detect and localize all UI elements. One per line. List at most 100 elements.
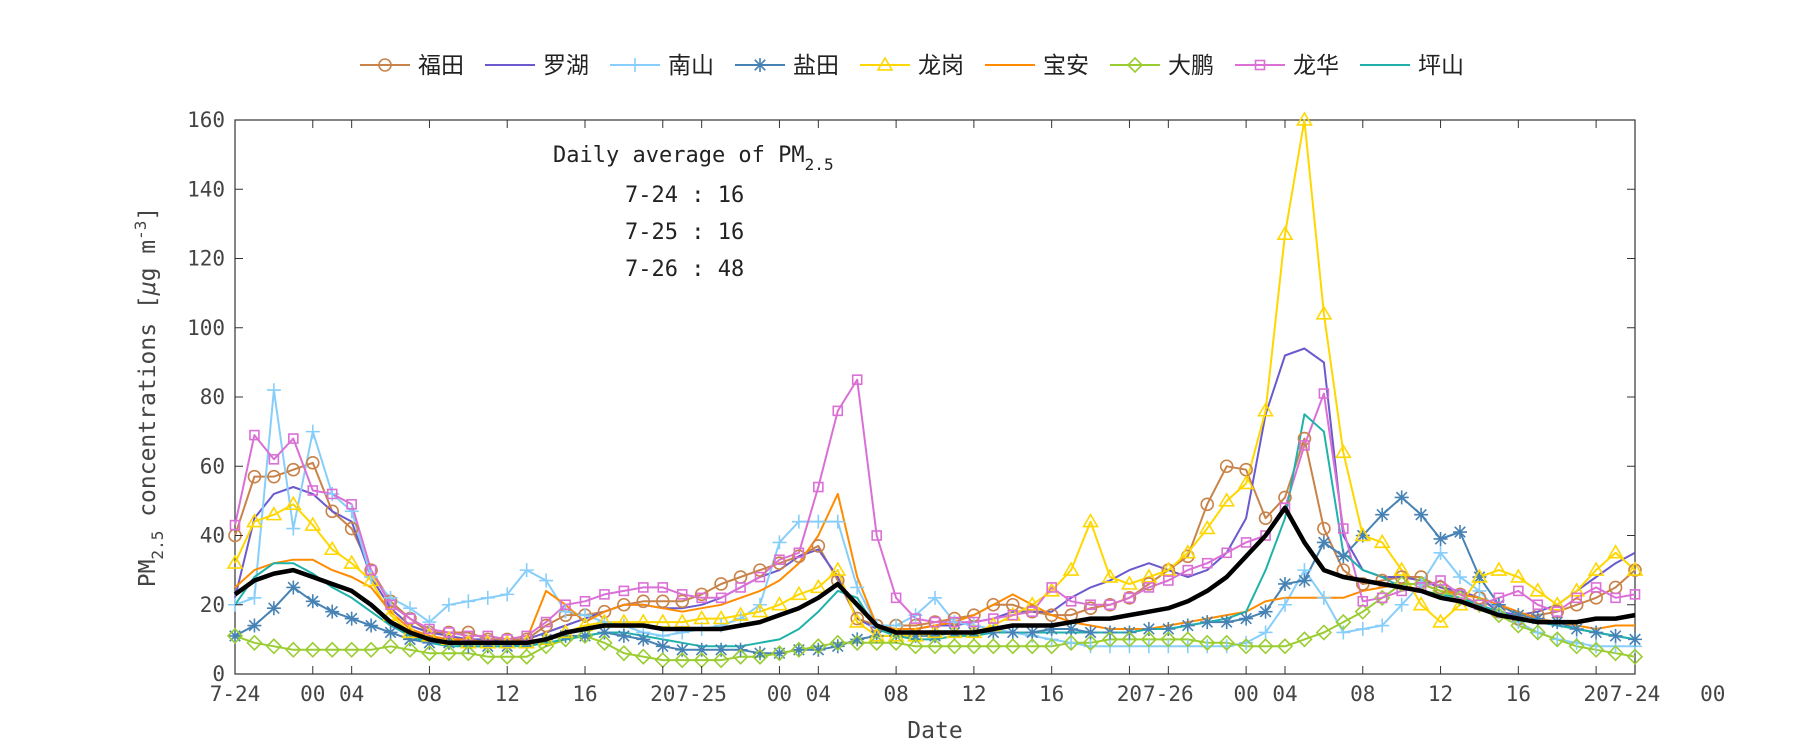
data-point [986, 597, 1001, 612]
x-tick-label: 20 [1583, 682, 1608, 706]
data-point [383, 625, 398, 640]
data-point [694, 587, 709, 602]
data-point [247, 618, 262, 633]
data-point [286, 521, 301, 536]
data-point [443, 627, 455, 638]
data-point [832, 405, 844, 417]
data-point [1315, 305, 1333, 320]
data-point [1338, 523, 1349, 534]
legend-marker [628, 58, 642, 72]
series-line-average [233, 505, 1636, 646]
data-point [1218, 492, 1236, 507]
data-point [908, 628, 923, 643]
data-point [1334, 443, 1352, 459]
data-point [499, 648, 516, 665]
data-point [1198, 519, 1216, 535]
data-point [616, 628, 631, 643]
data-point [675, 642, 690, 657]
data-point [518, 648, 535, 665]
data-point [790, 641, 808, 658]
x-tick-label: 08 [1350, 682, 1375, 706]
legend-marker [876, 56, 894, 71]
y-tick-label: 80 [200, 385, 225, 409]
y-tick-label: 120 [187, 247, 225, 271]
data-point [1375, 618, 1390, 633]
data-point [305, 424, 320, 439]
data-point [1373, 533, 1391, 549]
data-point [790, 585, 808, 601]
data-point [1355, 528, 1370, 543]
data-point [1219, 459, 1234, 474]
data-point [1240, 537, 1252, 548]
data-point [479, 648, 496, 665]
data-point [1082, 634, 1099, 651]
data-point [1317, 521, 1331, 536]
data-point [871, 530, 882, 541]
series-lines [234, 119, 1636, 662]
data-point [461, 625, 476, 640]
data-point [1299, 440, 1310, 451]
data-point [596, 634, 613, 651]
data-point [1064, 635, 1079, 650]
data-point [811, 514, 826, 529]
data-point [1626, 648, 1644, 665]
data-point [1160, 631, 1177, 648]
data-point [1394, 597, 1409, 612]
y-tick-label: 0 [212, 662, 225, 686]
x-tick-label: 04 [1272, 682, 1297, 706]
data-point [422, 615, 437, 630]
data-point [1122, 591, 1137, 605]
data-point [810, 638, 827, 655]
data-point [1472, 570, 1487, 585]
data-point [305, 455, 320, 470]
data-point [346, 499, 357, 510]
data-point [1336, 549, 1351, 564]
data-point [344, 611, 359, 626]
data-point [268, 454, 280, 465]
x-tick-label: 00 [1233, 682, 1258, 706]
data-point [1179, 631, 1196, 648]
x-tick-label: 00 [1700, 682, 1725, 706]
data-point [1276, 225, 1294, 240]
data-point [1101, 568, 1119, 583]
data-point [421, 645, 438, 662]
data-point [461, 594, 476, 609]
data-point [791, 514, 806, 529]
x-tick-label: 00 [767, 682, 792, 706]
data-point [1004, 638, 1021, 655]
data-point [1472, 583, 1487, 598]
data-point [1258, 604, 1273, 619]
legend-label: 大鹏 [1168, 53, 1214, 79]
data-point [1124, 592, 1135, 604]
data-point [1355, 621, 1370, 636]
data-point [599, 589, 610, 600]
data-point [519, 563, 534, 578]
data-point [929, 616, 941, 628]
data-point [910, 613, 921, 624]
data-point [638, 582, 649, 593]
x-tick-label: 20 [1117, 682, 1142, 706]
data-point [401, 641, 419, 658]
legend-label: 龙华 [1293, 53, 1339, 79]
data-point [1493, 592, 1505, 604]
data-point [385, 599, 396, 611]
data-point [441, 597, 456, 612]
data-point [1432, 613, 1449, 628]
data-point [578, 628, 592, 643]
data-point [304, 516, 322, 531]
data-point [868, 634, 885, 651]
series-line-series-4 [234, 119, 1636, 644]
legend-marker [378, 58, 392, 72]
data-point [1394, 570, 1409, 584]
data-point [229, 519, 241, 531]
data-point [1297, 573, 1312, 588]
data-point [1548, 596, 1566, 611]
data-point [539, 573, 554, 588]
data-point [324, 641, 341, 658]
data-point [1471, 568, 1488, 583]
data-point [500, 587, 515, 602]
data-point [772, 646, 787, 661]
data-point [460, 645, 477, 662]
data-point [1433, 531, 1448, 546]
data-point [849, 634, 866, 651]
